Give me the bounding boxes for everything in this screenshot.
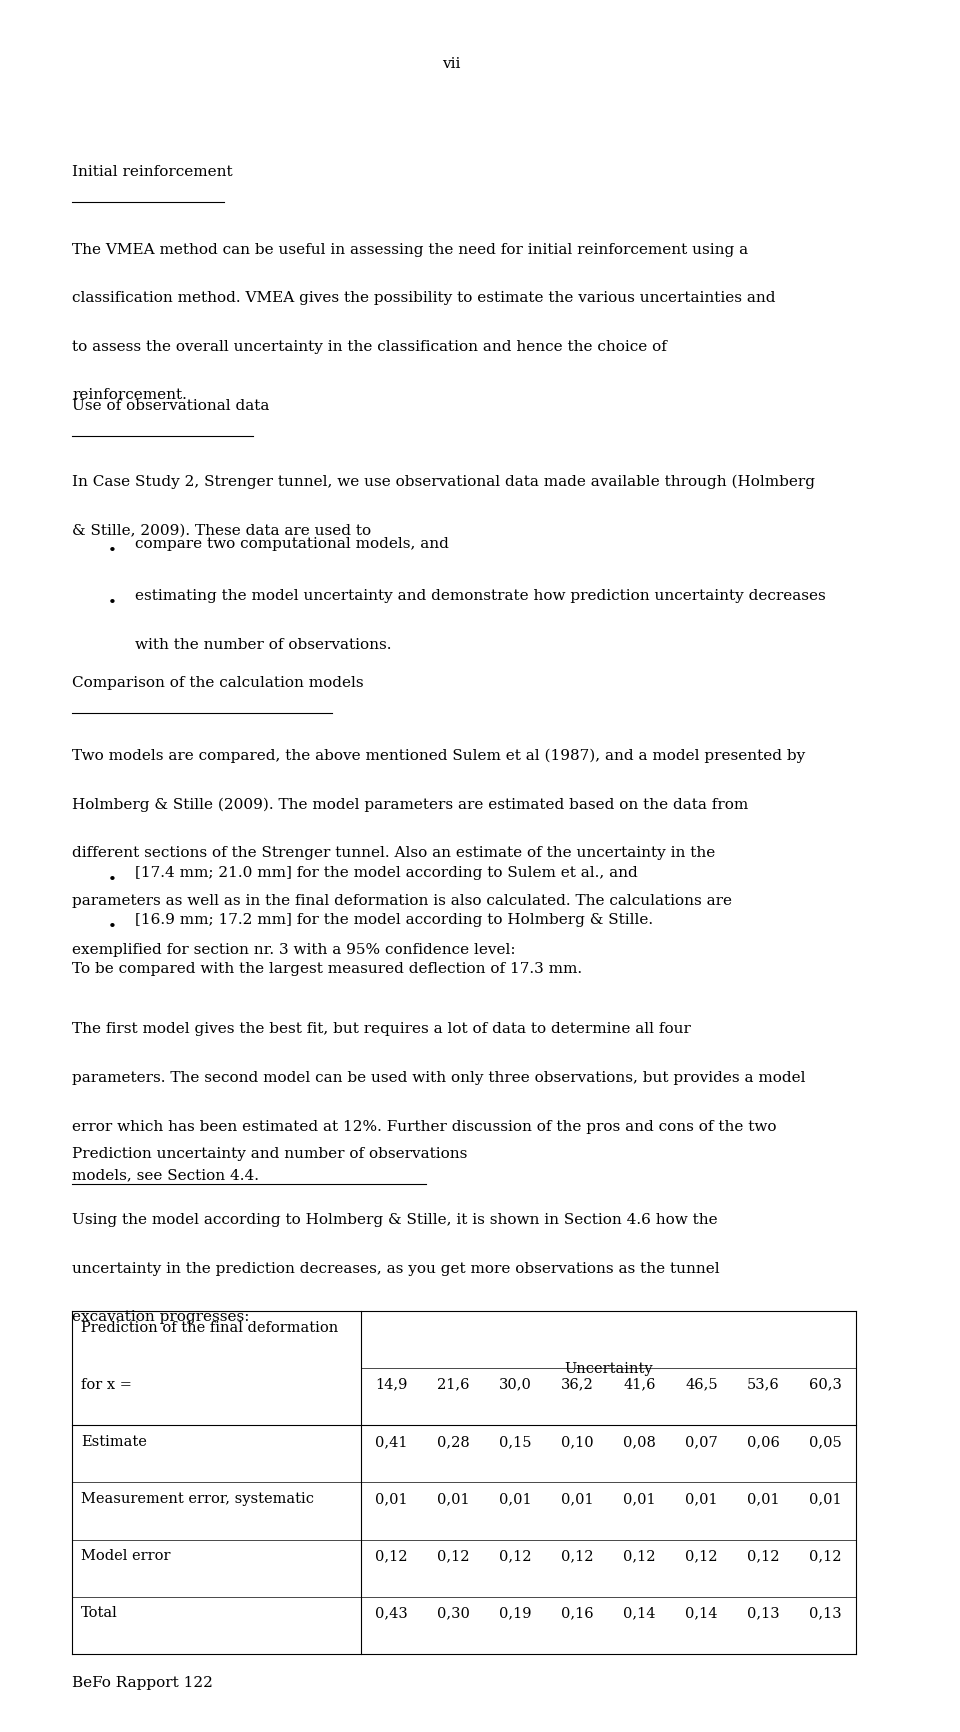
Text: 0,12: 0,12 bbox=[685, 1548, 718, 1562]
Text: estimating the model uncertainty and demonstrate how prediction uncertainty decr: estimating the model uncertainty and dem… bbox=[135, 589, 826, 603]
Text: Initial reinforcement: Initial reinforcement bbox=[72, 165, 232, 178]
Text: 0,07: 0,07 bbox=[685, 1434, 718, 1448]
Text: 46,5: 46,5 bbox=[685, 1377, 718, 1391]
Text: •: • bbox=[108, 873, 117, 887]
Text: 0,14: 0,14 bbox=[623, 1606, 656, 1619]
Text: 0,12: 0,12 bbox=[623, 1548, 656, 1562]
Text: 0,13: 0,13 bbox=[809, 1606, 842, 1619]
Text: Prediction uncertainty and number of observations: Prediction uncertainty and number of obs… bbox=[72, 1147, 468, 1160]
Text: error which has been estimated at 12%. Further discussion of the pros and cons o: error which has been estimated at 12%. F… bbox=[72, 1119, 777, 1133]
Text: The VMEA method can be useful in assessing the need for initial reinforcement us: The VMEA method can be useful in assessi… bbox=[72, 242, 748, 256]
Text: Model error: Model error bbox=[82, 1548, 171, 1562]
Text: classification method. VMEA gives the possibility to estimate the various uncert: classification method. VMEA gives the po… bbox=[72, 291, 776, 305]
Text: 0,01: 0,01 bbox=[747, 1491, 780, 1505]
Text: 0,16: 0,16 bbox=[562, 1606, 594, 1619]
Text: To be compared with the largest measured deflection of 17.3 mm.: To be compared with the largest measured… bbox=[72, 961, 583, 975]
Text: excavation progresses:: excavation progresses: bbox=[72, 1309, 250, 1323]
Text: 0,12: 0,12 bbox=[499, 1548, 532, 1562]
Text: 0,30: 0,30 bbox=[437, 1606, 470, 1619]
Text: compare two computational models, and: compare two computational models, and bbox=[135, 537, 449, 551]
Text: 0,13: 0,13 bbox=[747, 1606, 780, 1619]
Text: [16.9 mm; 17.2 mm] for the model according to Holmberg & Stille.: [16.9 mm; 17.2 mm] for the model accordi… bbox=[135, 913, 654, 927]
Text: 0,01: 0,01 bbox=[562, 1491, 594, 1505]
Text: Holmberg & Stille (2009). The model parameters are estimated based on the data f: Holmberg & Stille (2009). The model para… bbox=[72, 797, 749, 811]
Text: to assess the overall uncertainty in the classification and hence the choice of: to assess the overall uncertainty in the… bbox=[72, 339, 667, 353]
Text: 0,01: 0,01 bbox=[375, 1491, 408, 1505]
Text: different sections of the Strenger tunnel. Also an estimate of the uncertainty i: different sections of the Strenger tunne… bbox=[72, 845, 715, 859]
Text: 36,2: 36,2 bbox=[562, 1377, 594, 1391]
Text: for x =: for x = bbox=[82, 1377, 132, 1391]
Text: Use of observational data: Use of observational data bbox=[72, 398, 270, 412]
Text: Total: Total bbox=[82, 1606, 118, 1619]
Text: BeFo Rapport 122: BeFo Rapport 122 bbox=[72, 1675, 213, 1689]
Text: In Case Study 2, Strenger tunnel, we use observational data made available throu: In Case Study 2, Strenger tunnel, we use… bbox=[72, 475, 815, 488]
Text: 0,08: 0,08 bbox=[623, 1434, 656, 1448]
Text: 53,6: 53,6 bbox=[747, 1377, 780, 1391]
Text: parameters as well as in the final deformation is also calculated. The calculati: parameters as well as in the final defor… bbox=[72, 894, 732, 908]
Text: 0,43: 0,43 bbox=[375, 1606, 408, 1619]
Text: exemplified for section nr. 3 with a 95% confidence level:: exemplified for section nr. 3 with a 95%… bbox=[72, 942, 516, 956]
Text: 0,15: 0,15 bbox=[499, 1434, 532, 1448]
Text: 0,01: 0,01 bbox=[437, 1491, 469, 1505]
Text: [17.4 mm; 21.0 mm] for the model according to Sulem et al., and: [17.4 mm; 21.0 mm] for the model accordi… bbox=[135, 866, 638, 880]
Text: 0,12: 0,12 bbox=[747, 1548, 780, 1562]
Text: Measurement error, systematic: Measurement error, systematic bbox=[82, 1491, 314, 1505]
Text: Using the model according to Holmberg & Stille, it is shown in Section 4.6 how t: Using the model according to Holmberg & … bbox=[72, 1212, 718, 1226]
Text: 14,9: 14,9 bbox=[375, 1377, 408, 1391]
Text: 0,12: 0,12 bbox=[375, 1548, 408, 1562]
Text: with the number of observations.: with the number of observations. bbox=[135, 637, 392, 651]
Text: 30,0: 30,0 bbox=[499, 1377, 532, 1391]
Text: 0,12: 0,12 bbox=[438, 1548, 469, 1562]
Text: •: • bbox=[108, 544, 117, 558]
Text: 0,19: 0,19 bbox=[499, 1606, 532, 1619]
Text: 0,14: 0,14 bbox=[685, 1606, 718, 1619]
Text: models, see Section 4.4.: models, see Section 4.4. bbox=[72, 1167, 259, 1181]
Text: Uncertainty: Uncertainty bbox=[564, 1361, 653, 1375]
Text: 0,01: 0,01 bbox=[499, 1491, 532, 1505]
Text: & Stille, 2009). These data are used to: & Stille, 2009). These data are used to bbox=[72, 523, 372, 537]
Text: 0,41: 0,41 bbox=[375, 1434, 408, 1448]
Text: Estimate: Estimate bbox=[82, 1434, 147, 1448]
Text: uncertainty in the prediction decreases, as you get more observations as the tun: uncertainty in the prediction decreases,… bbox=[72, 1261, 720, 1275]
Text: •: • bbox=[108, 920, 117, 934]
Text: 21,6: 21,6 bbox=[438, 1377, 469, 1391]
Text: 0,05: 0,05 bbox=[809, 1434, 842, 1448]
Text: parameters. The second model can be used with only three observations, but provi: parameters. The second model can be used… bbox=[72, 1070, 805, 1084]
Text: 0,28: 0,28 bbox=[437, 1434, 470, 1448]
Text: Prediction of the final deformation: Prediction of the final deformation bbox=[82, 1320, 338, 1334]
Text: 0,01: 0,01 bbox=[809, 1491, 842, 1505]
Text: Comparison of the calculation models: Comparison of the calculation models bbox=[72, 675, 364, 689]
Text: reinforcement.: reinforcement. bbox=[72, 388, 187, 402]
Text: vii: vii bbox=[442, 57, 460, 71]
Text: The first model gives the best fit, but requires a lot of data to determine all : The first model gives the best fit, but … bbox=[72, 1022, 691, 1036]
Text: 60,3: 60,3 bbox=[809, 1377, 842, 1391]
Text: 0,06: 0,06 bbox=[747, 1434, 780, 1448]
Text: Two models are compared, the above mentioned Sulem et al (1987), and a model pre: Two models are compared, the above menti… bbox=[72, 748, 805, 762]
Text: 0,01: 0,01 bbox=[685, 1491, 718, 1505]
Text: 0,10: 0,10 bbox=[562, 1434, 594, 1448]
Text: 0,12: 0,12 bbox=[809, 1548, 842, 1562]
Text: 41,6: 41,6 bbox=[623, 1377, 656, 1391]
Text: 0,12: 0,12 bbox=[562, 1548, 594, 1562]
Text: 0,01: 0,01 bbox=[623, 1491, 656, 1505]
Text: •: • bbox=[108, 596, 117, 610]
